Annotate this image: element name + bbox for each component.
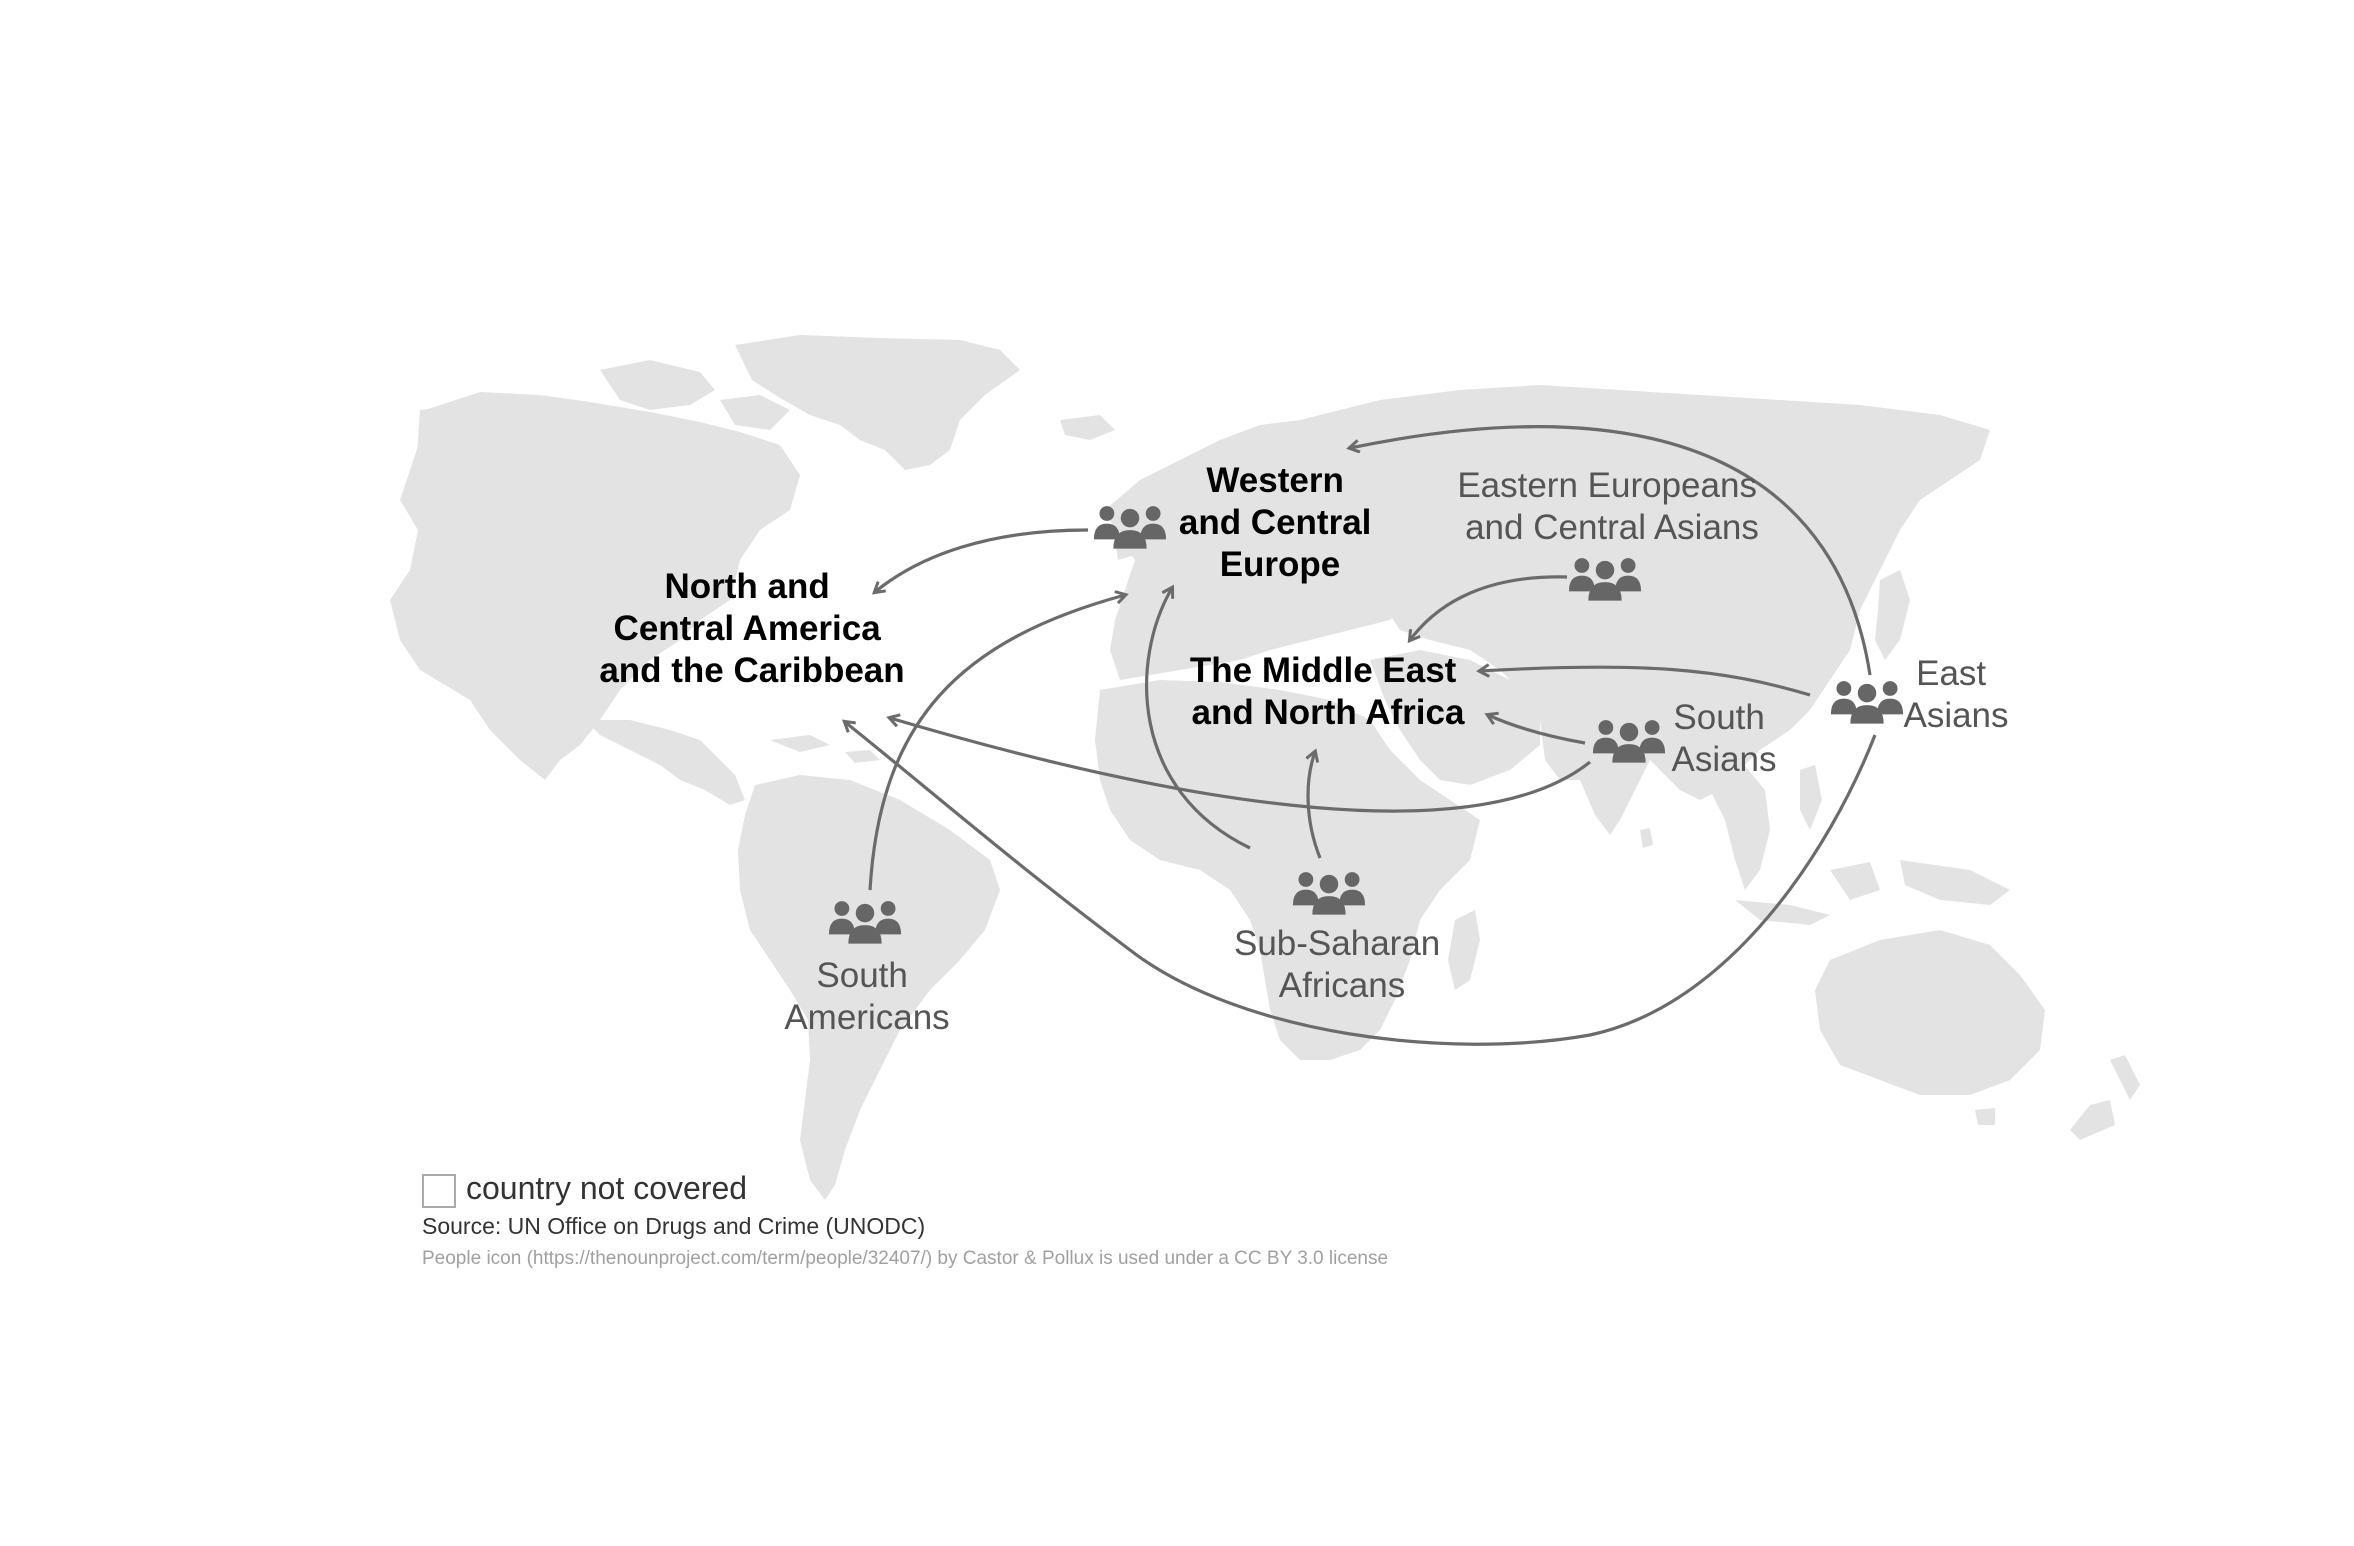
migration-flows [845, 425, 1877, 1046]
group-line: South [1673, 698, 1764, 737]
land-greenland [735, 335, 1020, 470]
land-madagascar [1448, 910, 1480, 990]
group-line: Eastern Europeans [1457, 466, 1757, 505]
flow-south-asians-to-middle-east [1488, 715, 1586, 745]
land-arabia [1370, 650, 1540, 785]
region-line: and Central [1179, 503, 1372, 542]
land-asia [1300, 385, 1990, 800]
group-line: Africans [1279, 966, 1405, 1005]
flow-sub-saharan-to-europe [1144, 588, 1251, 850]
people-icon [1830, 681, 1904, 724]
land-masses [390, 335, 2140, 1200]
region-line: and the Caribbean [599, 651, 904, 690]
flow-east-asians-to-middle-east [1480, 667, 1811, 697]
flow-eastern-europeans-to-middle-east [1410, 575, 1568, 640]
group-label-south-americans: South Americans [784, 956, 949, 1037]
land-japan [1875, 570, 1910, 660]
region-line: Europe [1220, 545, 1341, 584]
group-label-eastern-europeans: Eastern Europeans and Central Asians [1457, 466, 1766, 547]
land-south-america [738, 775, 1000, 1200]
land-arctic-islands [600, 360, 715, 410]
region-label-western-europe: Western and Central Europe [1179, 461, 1381, 584]
region-label-middle-east: The Middle East and North Africa [1190, 651, 1466, 732]
flow-east-asians-to-north-america [845, 722, 1877, 1046]
group-line: Americans [784, 998, 949, 1037]
flow-south-asians-to-north-america [890, 718, 1591, 813]
region-line: and North Africa [1192, 693, 1465, 732]
group-label-south-asians: South Asians [1671, 698, 1776, 779]
group-line: Asians [1671, 740, 1776, 779]
legend-label: country not covered [466, 1170, 748, 1206]
group-line: South [816, 956, 907, 995]
land-new-zealand [2110, 1055, 2140, 1100]
group-line: Asians [1903, 696, 2008, 735]
land-north-america [390, 392, 800, 780]
legend-swatch [422, 1174, 456, 1208]
flow-south-americans-to-europe [868, 595, 1125, 891]
group-label-sub-saharan: Sub-Saharan Africans [1234, 924, 1450, 1005]
flow-sub-saharan-to-middle-east [1308, 752, 1322, 859]
region-line: Central America [614, 609, 882, 648]
land-southeast-asia [1700, 760, 1770, 890]
group-line: Sub-Saharan [1234, 924, 1440, 963]
group-line: and Central Asians [1465, 508, 1759, 547]
region-line: North and [665, 567, 830, 606]
land-alaska [415, 405, 500, 490]
region-line: The Middle East [1190, 651, 1457, 690]
flow-east-asians-to-europe [1350, 425, 1872, 676]
land-africa [1095, 680, 1480, 1060]
group-line: East [1916, 654, 1986, 693]
destination-labels: Western and Central Europe North and Cen… [599, 461, 1466, 732]
region-line: Western [1206, 461, 1343, 500]
land-europe [1105, 420, 1420, 680]
land-australia [1815, 930, 2045, 1095]
icon-credit: People icon (https://thenounproject.com/… [422, 1248, 1389, 1269]
land-central-america [585, 720, 745, 805]
origin-labels: Eastern Europeans and Central Asians Eas… [784, 466, 2008, 1037]
group-label-east-asians: East Asians [1903, 654, 2008, 735]
flow-europe-to-north-america [875, 528, 1089, 592]
source-note: Source: UN Office on Drugs and Crime (UN… [422, 1213, 926, 1239]
region-label-north-america: North and Central America and the Caribb… [599, 567, 904, 690]
